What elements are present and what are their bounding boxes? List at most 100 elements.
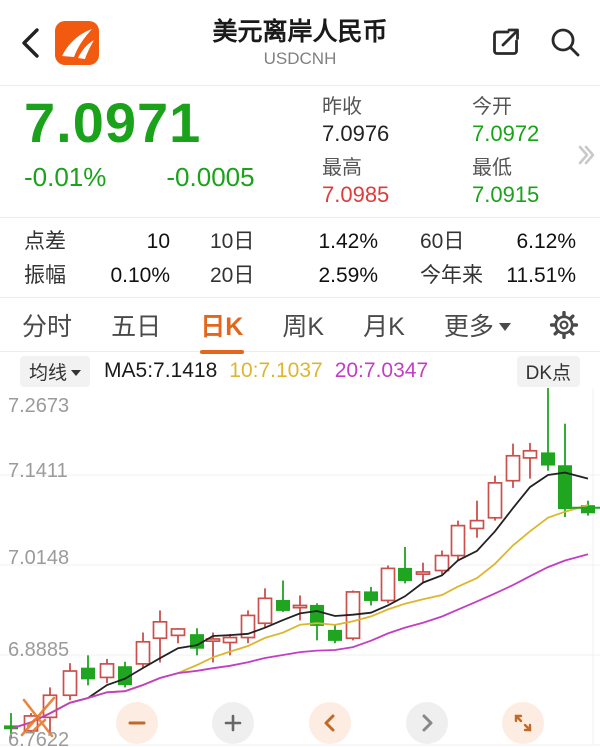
tab-周K[interactable]: 周K xyxy=(282,307,324,343)
stat-label: 20日 xyxy=(210,264,255,287)
minus-icon xyxy=(128,721,146,725)
stats-panel: 点差 10 10日 1.42% 60日 6.12% 振幅 0.10% 20日 2.59% 今年来 11… xyxy=(0,218,600,298)
quote-field-label: 昨收 xyxy=(322,96,362,118)
dk-point-chip[interactable]: DK点 xyxy=(516,355,580,387)
stat-pair: 60日 6.12% xyxy=(420,225,576,259)
candlestick xyxy=(310,603,324,641)
plus-icon xyxy=(224,714,242,732)
stat-value: 2.59% xyxy=(318,264,378,287)
tab-label: 月K xyxy=(363,312,405,341)
quote-field-label: 最高 xyxy=(322,156,362,179)
stat-pair: 振幅 0.10% xyxy=(24,259,170,293)
page-title: 美元离岸人民币 xyxy=(212,17,388,46)
stat-label: 60日 xyxy=(420,230,465,253)
fullscreen-button[interactable] xyxy=(502,702,544,744)
change-row: -0.01% -0.0005 xyxy=(24,162,255,193)
zoom-out-button[interactable] xyxy=(116,702,158,744)
stat-pair: 20日 2.59% xyxy=(210,259,378,293)
indicator-bar: 均线 MA5:7.1418 10:7.1037 20:7.0347 DK点 xyxy=(0,352,600,388)
header: 美元离岸人民币 USDCNH xyxy=(0,0,600,86)
y-axis-label: 7.1411 xyxy=(8,460,68,482)
stat-pair: 今年来 11.51% xyxy=(420,259,576,293)
y-axis-label: 7.0148 xyxy=(8,547,70,569)
candlestick xyxy=(450,520,466,561)
chart-canvas xyxy=(0,388,600,746)
candlestick xyxy=(99,658,115,684)
stat-row: 点差 10 10日 1.42% 60日 6.12% xyxy=(24,225,576,259)
candlestick xyxy=(364,586,378,606)
candlestick xyxy=(118,661,132,688)
candlestick xyxy=(541,388,555,471)
stat-value: 1.42% xyxy=(318,230,378,253)
back-icon[interactable] xyxy=(18,26,44,60)
candlestick xyxy=(135,632,151,669)
quote-fields: 昨收 7.0976 今开 7.0972 最高 7.0985 最低 7.0915 xyxy=(322,94,600,209)
stat-value: 10 xyxy=(146,230,170,253)
period-tabs: 分时 五日 日K 周K 月K 更多 xyxy=(0,298,600,354)
candlestick xyxy=(292,595,308,621)
tab-更多[interactable]: 更多 xyxy=(444,307,511,343)
tab-label: 五日 xyxy=(111,312,162,341)
double-chevron-right-icon[interactable] xyxy=(576,142,596,168)
candlestick-chart[interactable]: 7.2673 7.1411 7.0148 6.8885 6.7622 xyxy=(0,388,600,747)
quote-field-label: 最低 xyxy=(472,156,512,179)
change-percent: -0.01% xyxy=(24,162,107,192)
zoom-in-button[interactable] xyxy=(212,702,254,744)
last-price: 7.0971 xyxy=(24,91,202,154)
candlestick xyxy=(398,547,412,584)
header-titles: 美元离岸人民币 USDCNH xyxy=(160,17,440,69)
candlestick xyxy=(81,655,95,686)
candlestick xyxy=(505,443,521,488)
tab-label: 周K xyxy=(282,312,325,341)
candlestick xyxy=(240,610,256,644)
stat-value: 0.10% xyxy=(110,264,170,287)
caret-down-icon xyxy=(71,370,82,376)
quote-field-value: 7.0976 xyxy=(322,121,390,146)
stat-label: 今年来 xyxy=(420,264,483,287)
chevron-left-icon xyxy=(324,714,335,732)
change-value: -0.0005 xyxy=(166,162,255,192)
stat-value: 11.51% xyxy=(506,264,576,287)
caret-down-icon xyxy=(498,322,511,331)
ma5-line xyxy=(10,471,589,730)
y-axis-label: 6.7622 xyxy=(8,729,70,747)
tab-月K[interactable]: 月K xyxy=(363,307,405,343)
tab-分时[interactable]: 分时 xyxy=(22,307,72,343)
stat-label: 10日 xyxy=(210,230,255,253)
candlestick xyxy=(62,663,78,701)
tab-日K[interactable]: 日K xyxy=(199,307,244,354)
signal-marker-icon xyxy=(20,696,56,738)
ma20-value: 20:7.0347 xyxy=(334,359,429,382)
gear-icon[interactable] xyxy=(549,310,578,339)
stat-label: 振幅 xyxy=(24,264,66,287)
ma5-value: MA5:7.1418 xyxy=(104,359,218,382)
stat-value: 6.12% xyxy=(516,230,576,253)
pan-right-button[interactable] xyxy=(406,702,448,744)
candlestick xyxy=(558,423,572,518)
pan-left-button[interactable] xyxy=(309,702,351,744)
stat-label: 点差 xyxy=(24,230,66,253)
expand-icon xyxy=(514,714,532,732)
quote-field-value: 7.0985 xyxy=(322,181,390,207)
candlestick xyxy=(469,500,485,538)
y-axis-label: 6.8885 xyxy=(8,639,70,661)
candlestick xyxy=(152,610,168,663)
active-tab-underline xyxy=(199,349,244,354)
ma-selector-chip[interactable]: 均线 xyxy=(20,355,91,387)
chevron-right-icon xyxy=(422,714,433,732)
candlestick xyxy=(257,588,273,628)
tab-label: 日K xyxy=(200,312,244,341)
symbol-code: USDCNH xyxy=(263,48,337,68)
quote-field: 最低 7.0915 xyxy=(472,155,600,210)
app-logo[interactable] xyxy=(54,20,100,66)
ma20-line xyxy=(10,553,589,730)
search-icon[interactable] xyxy=(548,26,582,60)
y-axis-label: 7.2673 xyxy=(8,395,70,417)
candlestick xyxy=(380,565,396,604)
quote-field-value: 7.0915 xyxy=(472,181,540,207)
tab-五日[interactable]: 五日 xyxy=(111,307,161,343)
share-icon[interactable] xyxy=(490,26,522,60)
candlestick xyxy=(522,442,538,479)
ma-selector-label: 均线 xyxy=(29,362,68,384)
